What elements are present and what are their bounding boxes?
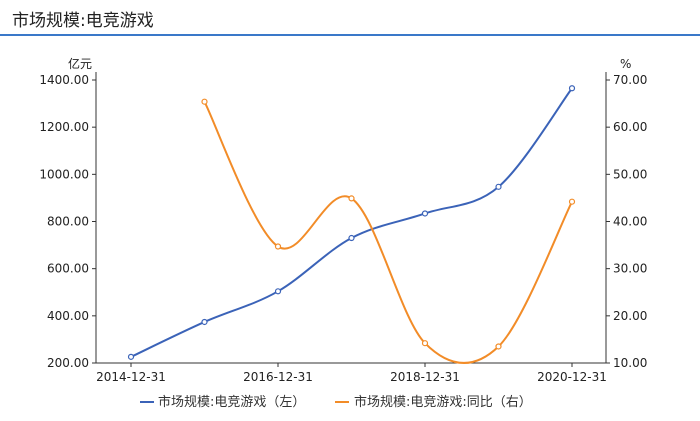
y-left-tick-label: 400.00 bbox=[47, 309, 89, 323]
y-left-tick-label: 1000.00 bbox=[39, 167, 89, 181]
y-left-tick-label: 200.00 bbox=[47, 356, 89, 370]
y-left-tick-label: 800.00 bbox=[47, 215, 89, 229]
series-1-point bbox=[127, 353, 135, 360]
page-title: 市场规模:电竞游戏 bbox=[12, 11, 154, 31]
legend-label-2: 市场规模:电竞游戏:同比（右） bbox=[354, 394, 532, 410]
y-right-tick-label: 60.00 bbox=[613, 120, 647, 134]
series-2-point bbox=[348, 195, 355, 202]
series-1-point bbox=[201, 318, 208, 326]
x-tick-label: 2014-12-31 bbox=[96, 370, 166, 384]
series-2-point bbox=[274, 243, 282, 250]
legend-label-1: 市场规模:电竞游戏（左） bbox=[158, 394, 305, 410]
y-right-tick-label: 20.00 bbox=[613, 309, 647, 323]
chart-axes: 亿元 % 200.00 400.00 600.00 800.00 1000.00 1200.0… bbox=[39, 56, 647, 384]
series-line-2 bbox=[203, 101, 573, 364]
header: 市场规模:电竞游戏 bbox=[0, 0, 700, 36]
y-right-tick-label: 40.00 bbox=[613, 215, 647, 229]
series-2-point bbox=[568, 198, 576, 205]
chart-series bbox=[127, 85, 576, 364]
y-right-tick-label: 30.00 bbox=[613, 262, 647, 276]
x-tick-label: 2016-12-31 bbox=[243, 370, 313, 384]
series-2-point bbox=[421, 340, 429, 347]
series-2-point bbox=[495, 343, 502, 350]
series-1-point bbox=[274, 288, 282, 295]
y-right-tick-label: 50.00 bbox=[613, 167, 647, 181]
y-right-tick-label: 70.00 bbox=[613, 73, 647, 87]
y-left-tick-label: 1400.00 bbox=[39, 73, 89, 87]
series-1-point bbox=[495, 183, 502, 190]
y-left-tick-label: 1200.00 bbox=[39, 120, 89, 134]
title-underline bbox=[0, 34, 700, 36]
series-2-point bbox=[201, 98, 208, 105]
series-1-point bbox=[348, 234, 355, 242]
y-axis-right-unit: % bbox=[620, 57, 631, 71]
series-line-1 bbox=[130, 87, 573, 358]
y-left-tick-label: 600.00 bbox=[47, 262, 89, 276]
series-1-point bbox=[421, 210, 429, 217]
chart-legend: 市场规模:电竞游戏（左） 市场规模:电竞游戏:同比（右） bbox=[140, 394, 532, 410]
y-right-tick-label: 10.00 bbox=[613, 356, 647, 370]
x-tick-label: 2020-12-31 bbox=[537, 370, 607, 384]
x-tick-label: 2018-12-31 bbox=[390, 370, 460, 384]
y-axis-left-unit: 亿元 bbox=[68, 56, 92, 71]
series-1-point bbox=[568, 85, 576, 92]
